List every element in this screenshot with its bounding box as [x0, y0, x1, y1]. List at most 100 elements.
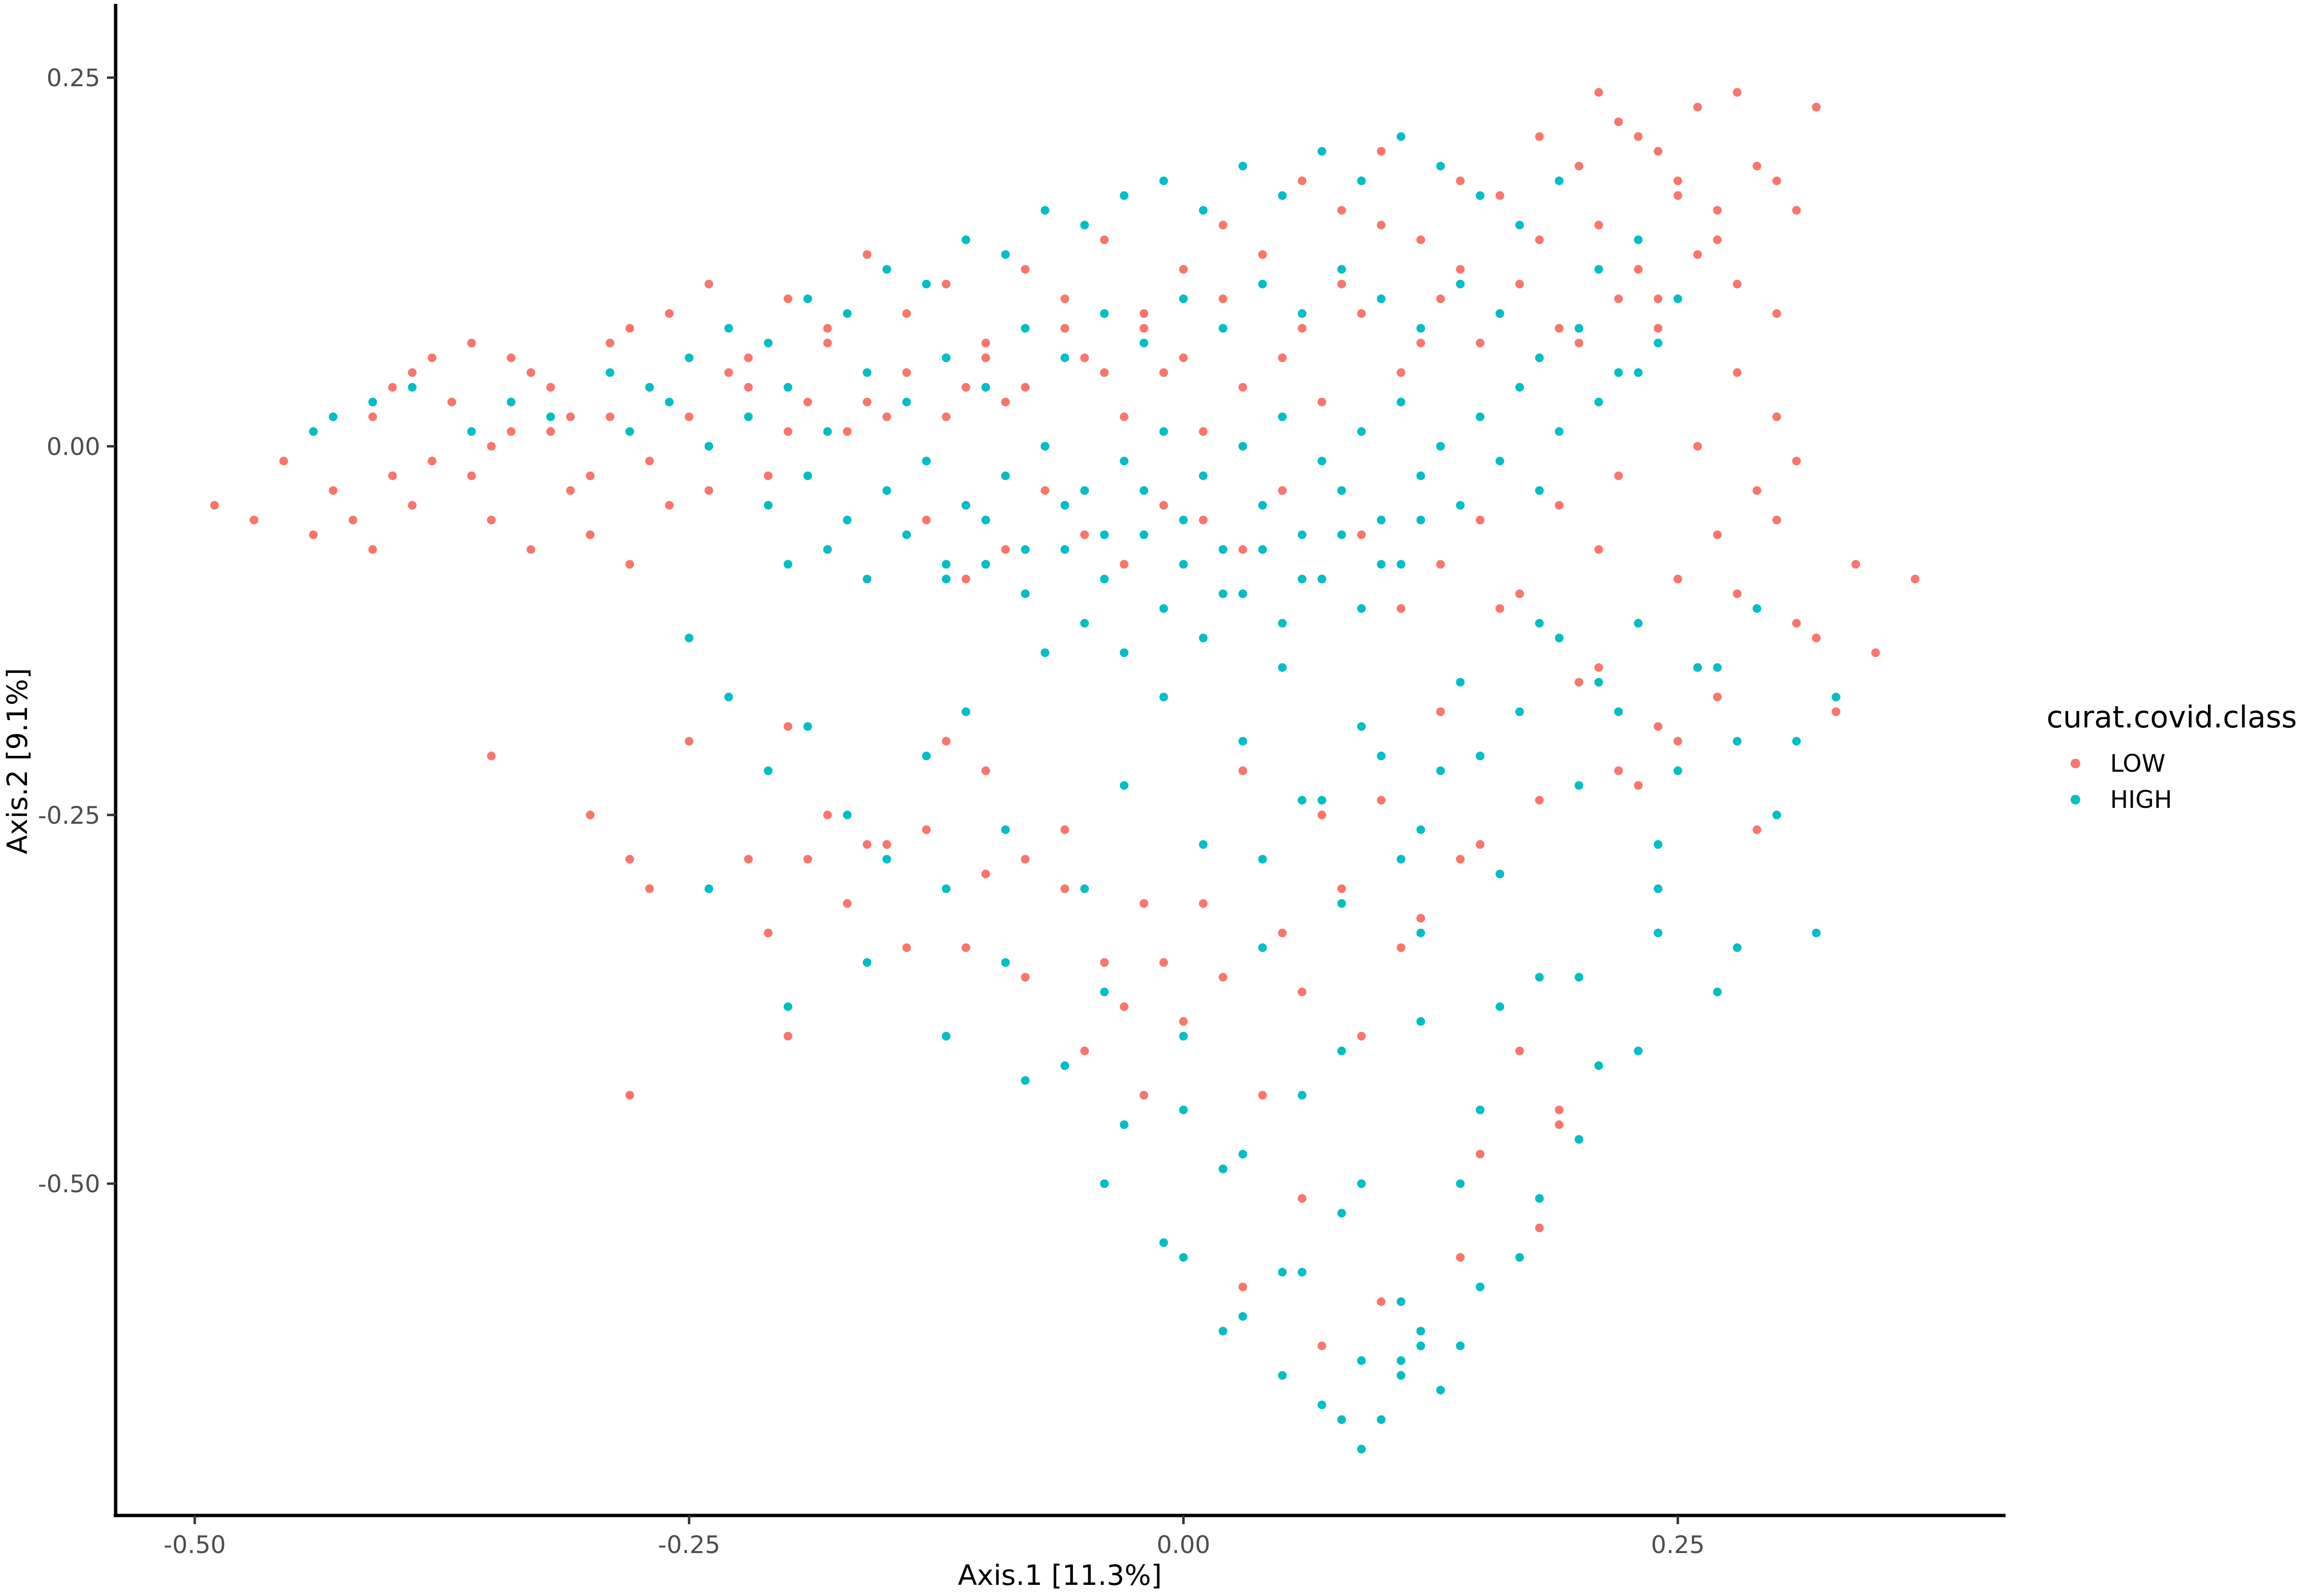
- point-low-147: [1021, 973, 1030, 982]
- point-high-124: [1317, 575, 1326, 583]
- point-high-4: [467, 427, 476, 436]
- point-high-92: [1060, 501, 1070, 510]
- point-high-213: [1772, 810, 1781, 819]
- point-low-26: [566, 412, 575, 422]
- point-high-45: [1021, 324, 1030, 333]
- point-high-25: [1317, 147, 1326, 156]
- point-low-14: [527, 545, 535, 554]
- point-low-25: [527, 368, 535, 377]
- point-high-117: [1416, 515, 1426, 525]
- point-high-126: [1397, 560, 1406, 569]
- point-low-151: [1159, 958, 1168, 967]
- point-low-215: [1199, 515, 1208, 525]
- point-high-180: [1476, 1106, 1485, 1115]
- point-low-71: [1555, 324, 1564, 333]
- point-high-75: [1278, 412, 1287, 422]
- point-low-68: [1713, 235, 1722, 244]
- point-low-123: [783, 427, 792, 436]
- point-high-219: [1574, 781, 1584, 790]
- point-high-90: [981, 515, 990, 525]
- point-low-211: [1357, 530, 1366, 540]
- point-low-101: [1713, 206, 1722, 215]
- point-high-134: [962, 707, 970, 716]
- point-high-205: [1397, 1356, 1406, 1365]
- point-high-84: [1634, 368, 1643, 377]
- point-low-202: [1713, 530, 1722, 540]
- point-high-103: [1495, 457, 1505, 466]
- point-low-18: [606, 412, 615, 422]
- point-high-141: [1238, 737, 1247, 746]
- point-high-100: [1377, 515, 1386, 525]
- point-low-139: [764, 928, 773, 937]
- point-high-164: [1258, 943, 1267, 952]
- point-low-191: [1060, 825, 1070, 834]
- point-high-159: [862, 958, 872, 967]
- point-low-171: [1851, 560, 1861, 569]
- point-high-83: [1594, 397, 1603, 407]
- point-low-77: [1317, 397, 1326, 407]
- point-low-61: [1693, 103, 1702, 112]
- point-low-195: [902, 943, 911, 952]
- x-tick-label-3: 0.25: [1651, 1531, 1704, 1559]
- point-high-55: [1416, 324, 1426, 333]
- point-high-176: [1238, 1149, 1247, 1159]
- point-low-121: [862, 397, 872, 407]
- point-high-65: [882, 486, 891, 495]
- point-low-64: [1812, 103, 1821, 112]
- point-low-127: [1574, 339, 1584, 348]
- point-low-176: [1653, 722, 1663, 731]
- point-low-201: [1752, 486, 1761, 495]
- y-tick-label-1: 0.00: [47, 433, 100, 461]
- point-low-109: [1337, 279, 1346, 289]
- point-low-66: [1634, 265, 1643, 274]
- point-low-131: [1693, 442, 1702, 451]
- point-low-107: [1416, 339, 1426, 348]
- point-low-93: [685, 412, 694, 422]
- point-high-72: [1159, 427, 1168, 436]
- point-high-7: [606, 368, 615, 377]
- x-tick-label-2: 0.00: [1157, 1531, 1210, 1559]
- point-high-88: [902, 530, 911, 540]
- point-low-4: [329, 486, 338, 495]
- point-high-31: [1555, 176, 1564, 185]
- point-low-194: [942, 737, 951, 746]
- point-low-169: [1871, 648, 1880, 657]
- point-high-122: [1238, 589, 1247, 598]
- point-low-207: [1515, 589, 1524, 598]
- point-low-221: [962, 575, 970, 583]
- point-low-35: [665, 309, 674, 318]
- point-low-203: [1673, 575, 1682, 583]
- point-low-97: [1693, 250, 1702, 259]
- point-low-232: [1476, 1149, 1485, 1159]
- point-low-117: [1021, 383, 1030, 392]
- y-tick-label-0: 0.25: [47, 64, 100, 92]
- point-high-220: [1535, 619, 1544, 628]
- point-high-216: [1693, 663, 1702, 672]
- point-high-97: [1258, 501, 1267, 510]
- point-high-166: [1416, 928, 1426, 937]
- point-high-173: [1060, 1061, 1070, 1070]
- point-high-5: [506, 397, 515, 407]
- point-high-111: [1179, 560, 1188, 569]
- point-high-113: [1258, 545, 1267, 554]
- point-low-135: [625, 855, 634, 864]
- point-high-215: [1732, 737, 1742, 746]
- point-high-135: [1001, 825, 1010, 834]
- point-high-3: [408, 383, 417, 392]
- point-low-99: [1772, 309, 1781, 318]
- point-low-85: [1001, 397, 1010, 407]
- point-high-165: [1337, 1046, 1346, 1055]
- point-high-73: [1199, 471, 1208, 480]
- point-low-216: [1159, 501, 1168, 510]
- point-high-199: [1416, 1327, 1426, 1336]
- point-low-222: [922, 515, 931, 525]
- point-low-75: [1397, 368, 1406, 377]
- point-high-33: [1634, 235, 1643, 244]
- point-low-42: [942, 279, 951, 289]
- point-high-38: [744, 412, 753, 422]
- point-low-186: [1258, 1091, 1267, 1100]
- point-low-108: [1377, 221, 1386, 230]
- point-high-27: [1397, 132, 1406, 141]
- point-high-200: [1476, 1282, 1485, 1291]
